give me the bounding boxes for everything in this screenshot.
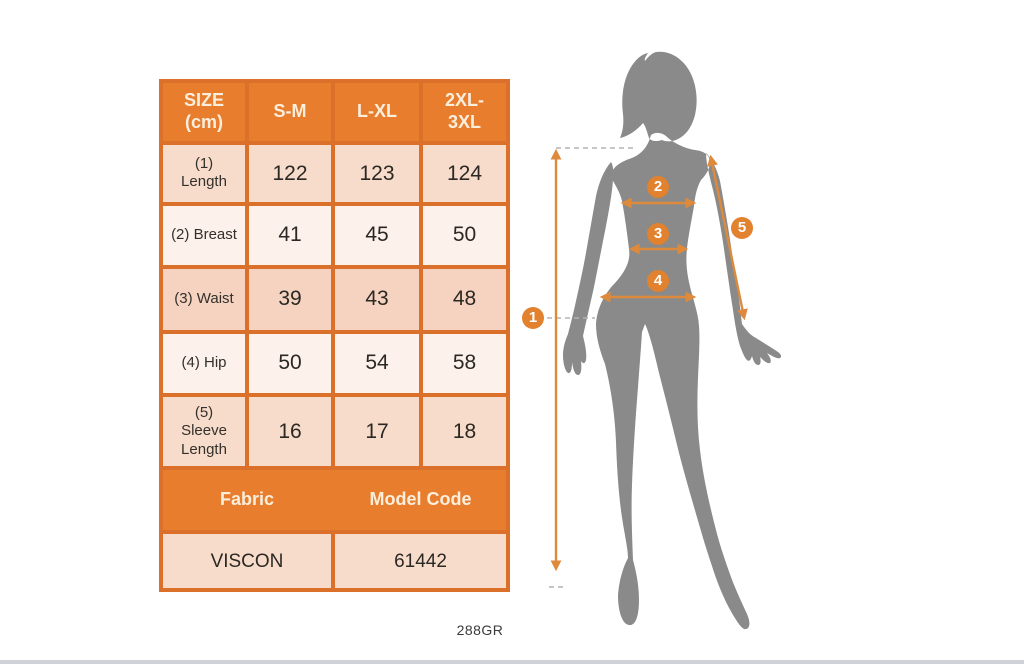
table-row-hip: (4) Hip 50 54 58 [159,329,510,397]
row-label-hip: (4) Hip [159,329,249,397]
column-header-l-xl: L-XL [331,79,423,145]
measurement-figure: 1 2 3 4 5 [520,30,790,644]
model-code-value: 61442 [331,530,510,592]
table-header-row: SIZE (cm) S-M L-XL 2XL- 3XL [159,79,510,145]
cell-waist-2xl-3xl: 48 [419,264,510,334]
measure-badge-5: 5 [731,217,753,239]
table-row-length: (1) Length 122 123 124 [159,141,510,206]
column-header-size-cm: SIZE (cm) [159,79,249,145]
cell-hip-2xl-3xl: 58 [419,329,510,397]
table-row-breast: (2) Breast 41 45 50 [159,201,510,269]
measure-badge-1: 1 [522,307,544,329]
table-row-sleeve-length: (5) Sleeve Length 16 17 18 [159,392,510,471]
cell-hip-l-xl: 54 [331,329,423,397]
row-label-breast: (2) Breast [159,201,249,269]
cell-length-s-m: 122 [245,141,335,206]
cell-breast-s-m: 41 [245,201,335,269]
cell-sleeve-s-m: 16 [245,392,335,471]
size-chart-table: SIZE (cm) S-M L-XL 2XL- 3XL (1) Length 1… [159,79,510,592]
model-code-header: Model Code [331,466,510,535]
cell-breast-l-xl: 45 [331,201,423,269]
fabric-header: Fabric [159,466,335,535]
row-label-sleeve-length: (5) Sleeve Length [159,392,249,471]
cell-length-2xl-3xl: 124 [419,141,510,206]
cell-waist-s-m: 39 [245,264,335,334]
cell-breast-2xl-3xl: 50 [419,201,510,269]
table-row-fabric-values: VISCON 61442 [159,530,510,592]
table-row-fabric-header: Fabric Model Code [159,466,510,535]
cell-waist-l-xl: 43 [331,264,423,334]
fabric-value: VISCON [159,530,335,592]
row-label-waist: (3) Waist [159,264,249,334]
measurement-figure-svg [547,51,782,630]
measure-badge-4: 4 [647,270,669,292]
page-bottom-edge [0,660,1024,664]
sleeve-arrow [707,154,748,321]
cell-sleeve-l-xl: 17 [331,392,423,471]
cell-length-l-xl: 123 [331,141,423,206]
column-header-2xl-3xl: 2XL- 3XL [419,79,510,145]
column-header-s-m: S-M [245,79,335,145]
cell-sleeve-2xl-3xl: 18 [419,392,510,471]
row-label-length: (1) Length [159,141,249,206]
table-row-waist: (3) Waist 39 43 48 [159,264,510,334]
measure-badge-2: 2 [647,176,669,198]
cell-hip-s-m: 50 [245,329,335,397]
weight-code-label: 288GR [456,622,504,638]
measure-badge-3: 3 [647,223,669,245]
woman-silhouette [563,51,782,630]
